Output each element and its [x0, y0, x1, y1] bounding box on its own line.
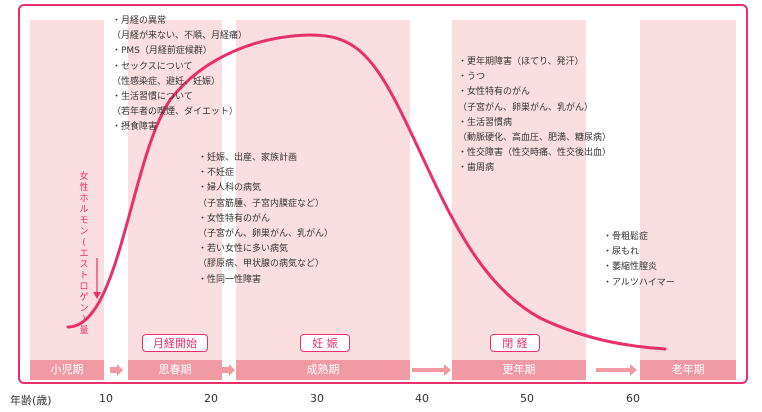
y-axis-label: 女性ホルモン(エストロゲン) 量 [78, 172, 90, 337]
ylabel-char: 性 [79, 183, 89, 193]
ylabel-char: ホ [79, 194, 89, 204]
note-line: ・萎縮性膣炎 [603, 262, 658, 273]
event-menopause: 閉 経 [490, 334, 540, 352]
note-line: （月経が来ない、不順、月経痛） [112, 31, 248, 42]
tick-10: 10 [99, 392, 113, 405]
note-line: ・歯周病 [458, 163, 495, 174]
ylabel-char: ス [79, 260, 89, 270]
ylabel-char: 量 [79, 326, 89, 336]
phase-old: 老年期 [640, 360, 736, 380]
ylabel-char: ト [79, 271, 89, 281]
band-old [640, 20, 736, 360]
notes-mature: ・妊娠、出産、家族計画 ・不妊症 ・婦人科の病気 （子宮筋腫、子宮内膜症など） … [198, 151, 333, 288]
ylabel-char: ( [82, 238, 86, 248]
note-line: （子宮がん、卵巣がん、乳がん） [198, 228, 334, 239]
ylabel-char: モ [79, 216, 89, 226]
ylabel-char: ン [79, 227, 89, 237]
tick-40: 40 [415, 392, 429, 405]
note-line: ・妊娠、出産、家族計画 [198, 153, 298, 163]
phase-child: 小児期 [30, 360, 104, 380]
event-pregnancy: 妊 娠 [300, 334, 350, 352]
x-axis-title: 年齢(歳) [10, 394, 52, 407]
note-line: ・女性特有のがん [198, 213, 271, 224]
notes-menopause: ・更年期障害（ほてり、発汗） ・うつ ・女性特有のがん （子宮がん、卵巣がん、乳… [458, 55, 611, 177]
arrow-right-icon [596, 364, 637, 376]
note-line: （子宮がん、卵巣がん、乳がん） [458, 102, 594, 113]
note-line: ・生活習慣病 [458, 117, 513, 128]
note-line: ・骨粗鬆症 [603, 232, 649, 242]
band-puberty [128, 20, 222, 360]
note-line: ・月経の異常 [112, 16, 167, 26]
diagram-frame [18, 4, 748, 384]
note-line: ・うつ [458, 72, 486, 83]
ylabel-char: 女 [79, 172, 89, 182]
notes-old: ・骨粗鬆症 ・尿もれ ・萎縮性膣炎 ・アルツハイマー [603, 230, 675, 291]
event-menarche: 月経開始 [142, 334, 208, 352]
ylabel-char: ゲ [79, 293, 89, 303]
arrow-right-icon [412, 364, 451, 376]
arrow-right-icon [110, 364, 123, 376]
note-line: ・PMS（月経前症候群） [112, 46, 212, 57]
ylabel-char: ン [79, 304, 89, 314]
note-line: （子宮筋腫、子宮内膜症など） [198, 198, 325, 209]
phase-mature: 成熟期 [236, 360, 410, 380]
note-line: （若年者の喫煙、ダイエット） [112, 107, 238, 118]
ylabel-arrow-head [93, 292, 101, 299]
note-line: （動脈硬化、高血圧、肥満、糖尿病） [458, 132, 612, 143]
note-line: ・生活習慣について [112, 91, 193, 102]
note-line: ・性交障害（性交時痛、性交後出血） [458, 148, 612, 159]
tick-60: 60 [626, 392, 640, 405]
ylabel-char: ロ [79, 282, 89, 292]
tick-20: 20 [204, 392, 218, 405]
phase-menopause: 更年期 [452, 360, 586, 380]
phase-puberty: 思春期 [128, 360, 222, 380]
ylabel-char: ) [82, 315, 86, 325]
note-line: ・不妊症 [198, 168, 235, 179]
note-line: ・摂食障害 [112, 122, 158, 133]
estrogen-curve [66, 33, 667, 351]
tick-50: 50 [520, 392, 534, 405]
ylabel-char: エ [79, 249, 89, 259]
note-line: ・アルツハイマー [603, 277, 675, 288]
note-line: ・女性特有のがん [458, 87, 531, 98]
note-line: ・更年期障害（ほてり、発汗） [458, 57, 584, 67]
notes-puberty: ・月経の異常 （月経が来ない、不順、月経痛） ・PMS（月経前症候群） ・セック… [112, 14, 247, 136]
note-line: ・尿もれ [603, 247, 640, 258]
band-child [30, 20, 104, 360]
note-line: （膠原病、甲状腺の病気など） [198, 259, 325, 270]
note-line: （性感染症、避妊、妊娠） [112, 76, 221, 87]
note-line: ・セックスについて [112, 61, 193, 72]
tick-30: 30 [310, 392, 324, 405]
note-line: ・性同一性障害 [198, 274, 262, 285]
note-line: ・婦人科の病気 [198, 183, 262, 194]
note-line: ・若い女性に多い病気 [198, 244, 289, 255]
arrow-right-icon [222, 364, 235, 376]
ylabel-char: ル [79, 205, 89, 215]
